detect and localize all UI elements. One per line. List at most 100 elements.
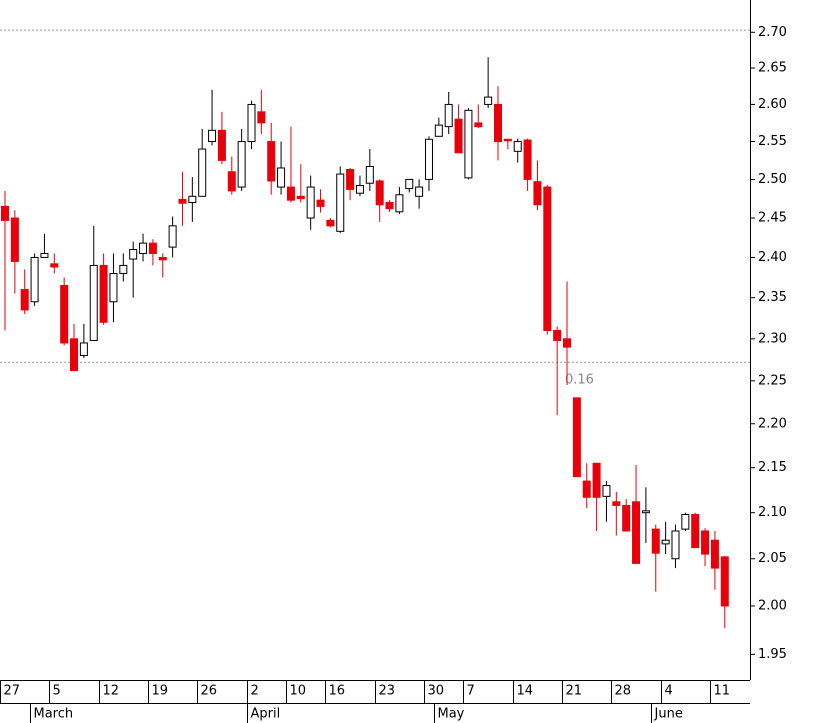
candle-body — [20, 289, 29, 311]
month-label: April — [251, 707, 281, 722]
x-tick-label: 23 — [379, 684, 396, 699]
candle-body — [503, 138, 512, 142]
candle-body — [139, 242, 148, 254]
candle-body — [415, 186, 424, 197]
y-tick-label: 1.95 — [758, 647, 787, 662]
y-tick-label: 2.15 — [758, 460, 787, 475]
month-label: March — [34, 707, 74, 722]
candle-body — [227, 171, 236, 192]
candle-body — [10, 217, 19, 262]
candle-body — [484, 96, 493, 105]
candle-body — [641, 510, 650, 514]
y-tick-label: 2.50 — [758, 172, 787, 187]
y-tick-label: 2.05 — [758, 551, 787, 566]
candle-body — [632, 501, 641, 564]
y-tick-label: 2.30 — [758, 331, 787, 346]
candle-body — [651, 528, 660, 554]
candle-body — [434, 124, 443, 137]
candle-body — [158, 256, 167, 261]
x-tick-label: 28 — [615, 684, 632, 699]
candle-body — [99, 264, 108, 323]
candle-body — [277, 167, 286, 188]
candle-body — [286, 186, 295, 201]
candle-body — [691, 514, 700, 549]
candle-body — [346, 168, 355, 190]
candle-body — [405, 178, 414, 190]
candle-body — [217, 129, 226, 161]
y-tick-label: 2.65 — [758, 61, 787, 76]
x-tick-label: 12 — [103, 684, 120, 699]
candle-body — [30, 256, 39, 303]
candle-body — [582, 480, 591, 498]
candle-body — [208, 129, 217, 143]
x-tick-label: 19 — [152, 684, 169, 699]
candle-body — [563, 338, 572, 348]
candle-body — [533, 181, 542, 206]
candle-body — [109, 272, 118, 303]
candle-body — [592, 462, 601, 498]
candle-body — [671, 530, 680, 560]
candle-body — [553, 329, 562, 341]
candle-body — [464, 109, 473, 179]
candle-body — [602, 485, 611, 497]
candle-body — [424, 138, 433, 180]
candle-body — [661, 539, 670, 545]
candle-body — [612, 501, 621, 506]
candle-body — [198, 148, 207, 197]
candle-body — [572, 397, 581, 478]
y-tick-label: 2.70 — [758, 25, 787, 40]
y-tick-label: 2.10 — [758, 505, 787, 520]
candle-body — [168, 225, 177, 248]
candle-body — [395, 194, 404, 213]
candle-body — [247, 103, 256, 143]
candle-body — [89, 264, 98, 341]
x-tick-label: 21 — [566, 684, 583, 699]
candle-body — [454, 118, 463, 154]
candle-body — [1, 205, 9, 221]
candle-body — [523, 139, 532, 180]
month-label: June — [654, 707, 683, 722]
y-tick-label: 2.25 — [758, 373, 787, 388]
candle-body — [375, 180, 384, 206]
annotation: 0.16 — [565, 373, 594, 388]
candle-body — [355, 185, 364, 194]
candle-body — [365, 165, 374, 184]
x-tick-label: 26 — [201, 684, 218, 699]
candle-body — [119, 264, 128, 274]
x-tick-label: 4 — [665, 684, 673, 699]
candle-body — [444, 103, 453, 128]
candle-body — [188, 195, 197, 203]
y-tick-label: 2.60 — [758, 97, 787, 112]
y-tick-label: 2.55 — [758, 134, 787, 149]
month-label: May — [438, 707, 465, 722]
y-tick-label: 2.20 — [758, 416, 787, 431]
candle-body — [543, 186, 552, 331]
x-tick-label: 7 — [467, 684, 475, 699]
candle-body — [79, 342, 88, 356]
x-tick-label: 10 — [290, 684, 307, 699]
candle-body — [60, 285, 69, 344]
x-tick-label: 2 — [251, 684, 259, 699]
candle-body — [385, 201, 394, 210]
y-tick-label: 2.40 — [758, 250, 787, 265]
candle-body — [622, 504, 631, 532]
x-tick-label: 5 — [53, 684, 61, 699]
candle-body — [296, 195, 305, 200]
candle-body — [148, 242, 157, 254]
candle-body — [267, 141, 276, 182]
candle-body — [178, 198, 187, 204]
candle-body — [494, 103, 502, 143]
candle-body — [257, 111, 266, 124]
candle-body — [326, 219, 335, 227]
x-tick-label: 30 — [428, 684, 445, 699]
x-tick-label: 16 — [329, 684, 346, 699]
candle-body — [710, 539, 719, 569]
candle-body — [50, 263, 59, 268]
candle-body — [701, 530, 710, 555]
candle-body — [513, 141, 522, 152]
y-tick-label: 2.00 — [758, 598, 787, 613]
candle-body — [681, 514, 690, 530]
y-tick-label: 2.35 — [758, 290, 787, 305]
candle-body — [40, 252, 49, 258]
